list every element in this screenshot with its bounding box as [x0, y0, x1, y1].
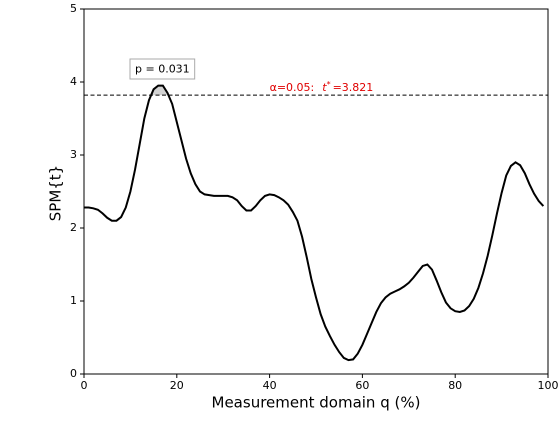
x-tick-label: 40	[263, 379, 277, 392]
x-tick-label: 0	[81, 379, 88, 392]
x-axis-label: Measurement domain q (%)	[212, 394, 421, 412]
x-tick-label: 100	[538, 379, 559, 392]
y-axis-label: SPM{t}	[47, 165, 65, 221]
plot-frame	[83, 8, 549, 375]
threshold-value: =3.821	[333, 81, 374, 94]
y-tick-label: 4	[70, 75, 77, 88]
p-value-frame	[129, 58, 196, 80]
p-value-text: p = 0.031	[135, 63, 190, 76]
x-tick-label: 60	[355, 379, 369, 392]
threshold-prefix: α=0.05:	[270, 81, 315, 94]
y-tick-label: 1	[70, 294, 77, 307]
y-tick-label: 0	[70, 367, 77, 380]
spm-curve	[84, 84, 545, 362]
threshold-symbol: t	[322, 81, 327, 94]
x-tick-label: 80	[448, 379, 462, 392]
y-tick-label: 3	[70, 148, 77, 161]
p-value-box: p = 0.031	[129, 58, 196, 80]
threshold-superscript: *	[327, 80, 331, 89]
x-tick-label: 20	[170, 379, 184, 392]
y-tick-label: 5	[70, 2, 77, 15]
y-tick-label: 2	[70, 221, 77, 234]
threshold-label: α=0.05: t* =3.821	[270, 80, 374, 95]
